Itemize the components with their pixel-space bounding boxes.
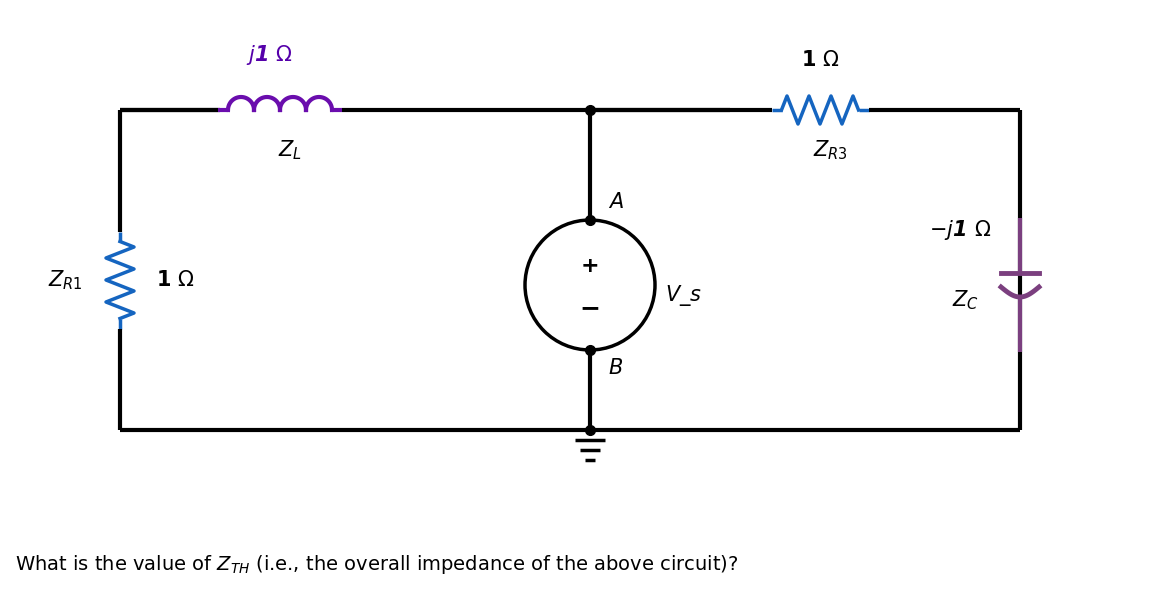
Text: $Z_{R3}$: $Z_{R3}$ [812, 138, 847, 162]
Text: 1 $\Omega$: 1 $\Omega$ [801, 50, 839, 70]
Text: 1 $\Omega$: 1 $\Omega$ [156, 270, 194, 290]
Text: What is the value of $Z_{TH}$ (i.e., the overall impedance of the above circuit): What is the value of $Z_{TH}$ (i.e., the… [15, 553, 738, 576]
Text: $-j$1 $\Omega$: $-j$1 $\Omega$ [929, 218, 991, 242]
Text: $V\_s$: $V\_s$ [665, 283, 702, 307]
Text: +: + [581, 255, 599, 276]
Text: $B$: $B$ [608, 358, 623, 378]
Text: $j$1 $\Omega$: $j$1 $\Omega$ [247, 43, 293, 67]
Text: −: − [580, 296, 601, 320]
Text: $Z_{R1}$: $Z_{R1}$ [48, 268, 83, 292]
Text: $Z_L$: $Z_L$ [278, 138, 301, 162]
Text: $A$: $A$ [608, 192, 624, 212]
Text: $Z_C$: $Z_C$ [951, 288, 979, 312]
